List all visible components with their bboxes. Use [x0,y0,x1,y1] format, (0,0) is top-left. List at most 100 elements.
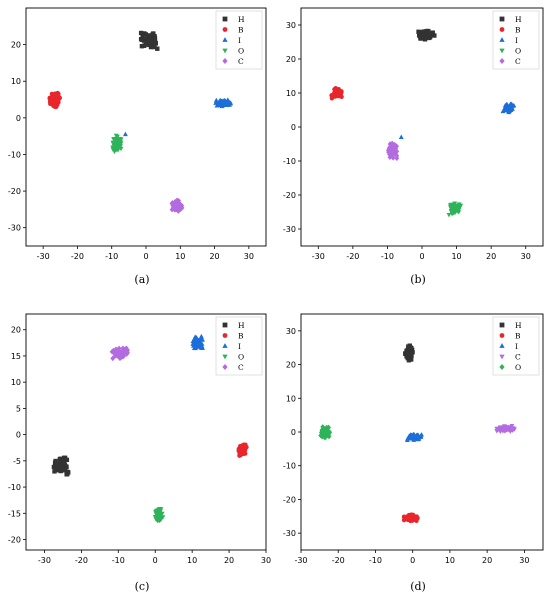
scatter-point [504,102,509,107]
scatter-point [57,459,63,464]
y-tick-label: -20 [283,495,296,504]
scatter-point [240,451,246,456]
scatter-point [224,102,229,108]
scatter-point [219,99,224,104]
legend-marker [499,333,505,338]
legend-marker [499,364,505,370]
y-tick-label: 20 [11,326,21,335]
scatter-point [55,93,61,98]
scatter-point [236,446,242,452]
scatter-point [405,349,410,354]
scatter-point [193,345,199,351]
scatter-point [54,464,60,469]
x-tick-label: 10 [445,556,455,565]
y-tick-label: -10 [283,462,296,471]
legend-label: H [238,321,245,330]
scatter-point [505,108,511,113]
x-tick-label: 0 [153,556,158,565]
legend-marker [222,58,228,64]
y-tick-label: 20 [11,41,21,50]
scatter-point [406,344,411,349]
scatter-point [191,343,196,348]
scatter-point [113,350,119,356]
legend-label: I [238,342,241,351]
scatter-point [59,463,64,469]
scatter-point [450,205,455,210]
y-tick-label: 15 [11,352,21,361]
scatter-point [333,88,338,93]
scatter-point [336,91,341,96]
scatter-point [196,339,202,345]
y-tick-label: -10 [8,483,21,492]
x-tick-label: -20 [71,252,84,261]
y-tick-label: 10 [286,394,296,403]
scatter-point [239,443,244,449]
scatter-point [110,145,116,150]
scatter-point [329,96,335,101]
scatter-point [449,211,455,217]
x-tick-label: -20 [332,556,345,565]
legend-marker [499,354,505,360]
scatter-point [123,345,129,352]
x-tick-label: -10 [105,252,118,261]
x-tick-label: -30 [312,252,325,261]
x-tick-label: 20 [224,556,234,565]
legend-label: H [515,321,522,330]
scatter-point [116,345,122,352]
scatter-point [145,40,150,46]
scatter-point [498,427,504,432]
scatter-point [194,335,199,340]
legend-label: O [238,353,244,362]
scatter-point [419,33,425,39]
plot-frame [25,313,267,551]
scatter-point [191,336,197,342]
x-tick-label: -10 [381,252,394,261]
scatter-point [140,33,145,38]
legend-label: B [238,26,244,35]
y-tick-label: 10 [11,378,21,387]
scatter-point [125,347,130,353]
legend-label: C [515,57,521,66]
scatter-point [213,97,219,103]
y-tick-label: -20 [8,536,21,545]
x-tick-label: -20 [75,556,88,565]
scatter-point [50,95,56,100]
x-tick-label: -30 [38,556,51,565]
x-tick-label: -20 [346,252,359,261]
scatter-point [153,511,159,516]
legend-marker [222,364,228,370]
scatter-point [55,98,61,103]
scatter-point [64,457,70,463]
y-tick-label: -20 [8,187,21,196]
scatter-point [326,425,331,431]
scatter-point [170,202,176,209]
scatter-point [409,434,414,439]
scatter-point [110,355,116,362]
y-tick-label: 0 [16,431,21,440]
scatter-point [423,35,428,40]
y-tick-label: -10 [283,157,296,166]
scatter-point [148,34,153,40]
y-tick-label: -10 [8,150,21,159]
legend-label: O [515,47,521,56]
scatter-point [318,432,324,439]
scatter-point [414,518,419,524]
scatter-point [330,92,336,97]
panel-c: -30 -20 -10 0 10 20 30 -20 -15 -10 -5 0 5 10 15 20 HBIOC… [8,313,271,593]
y-tick-label: 30 [286,21,296,30]
scatter-point [148,39,153,45]
legend-label: C [238,363,244,372]
y-tick-label: -30 [8,224,21,233]
scatter-point [417,32,422,37]
legend-marker [222,16,228,22]
scatter-point [120,349,126,355]
scatter-point [179,202,185,209]
x-tick-label: -30 [294,556,307,565]
x-tick-label: -30 [37,252,50,261]
scatter-point [326,433,332,440]
scatter-point [398,134,404,139]
scatter-point [416,435,422,441]
scatter-point [113,133,119,139]
